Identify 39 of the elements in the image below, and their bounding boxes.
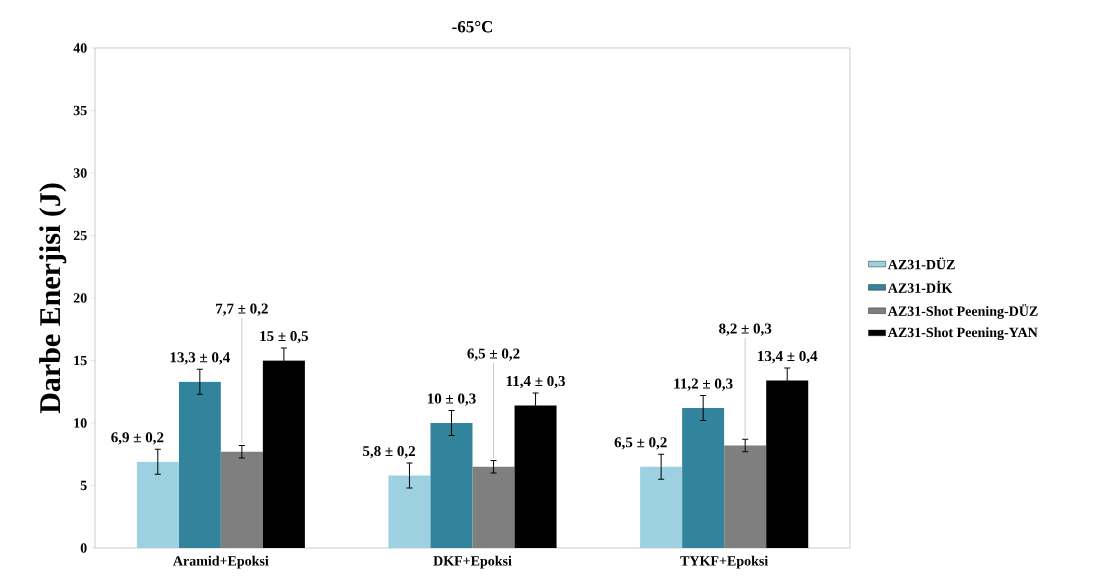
legend-label: AZ31-DÜZ: [887, 257, 955, 270]
x-tick-label: Aramid+Epoksi: [173, 555, 269, 569]
bar: [388, 475, 431, 548]
y-tick-label: 5: [80, 480, 87, 491]
chart-title: -65°C: [452, 20, 493, 33]
data-label: 6,5 ± 0,2: [614, 437, 667, 450]
y-tick-label: 35: [73, 105, 87, 116]
y-tick-label: 0: [80, 543, 87, 553]
data-label: 10 ± 0,3: [427, 393, 476, 406]
y-tick-label: 10: [74, 418, 87, 428]
data-label: 13,3 ± 0,4: [170, 352, 230, 365]
bar: [682, 408, 725, 548]
data-label: 11,2 ± 0,3: [674, 378, 733, 391]
legend-label: AZ31-Shot Peening-DÜZ: [887, 304, 1038, 319]
bar: [178, 381, 221, 548]
data-label: 6,5 ± 0,2: [467, 348, 520, 361]
bar: [514, 405, 557, 548]
y-tick-label: 20: [73, 293, 87, 303]
x-tick-label: TYKF+Epoksi: [680, 555, 769, 569]
y-tick-label: 30: [73, 168, 87, 178]
data-label: 6,9 ± 0,2: [111, 432, 164, 445]
y-tick-label: 40: [73, 43, 87, 53]
bar: [430, 423, 473, 548]
legend-label: AZ31-Shot Peening-YAN: [887, 327, 1038, 341]
data-label: 5,8 ± 0,2: [363, 446, 416, 459]
y-tick-label: 15: [74, 355, 87, 366]
bar: [136, 461, 179, 548]
data-label: 7,7 ± 0,2: [216, 303, 268, 316]
y-tick-label: 25: [73, 230, 87, 241]
legend-label: AZ31-DİK: [887, 280, 953, 293]
y-axis-title: Darbe Enerjisi (J): [39, 183, 67, 414]
data-label: 11,4 ± 0,3: [506, 376, 565, 389]
bar: [766, 380, 809, 548]
bar: [640, 466, 683, 548]
bar: [262, 360, 305, 548]
data-label: 15 ± 0,5: [260, 331, 309, 344]
data-label: 8,2 ± 0,3: [719, 323, 772, 336]
data-label: 13,4 ± 0,4: [758, 351, 818, 364]
x-tick-label: DKF+Epoksi: [433, 555, 512, 569]
